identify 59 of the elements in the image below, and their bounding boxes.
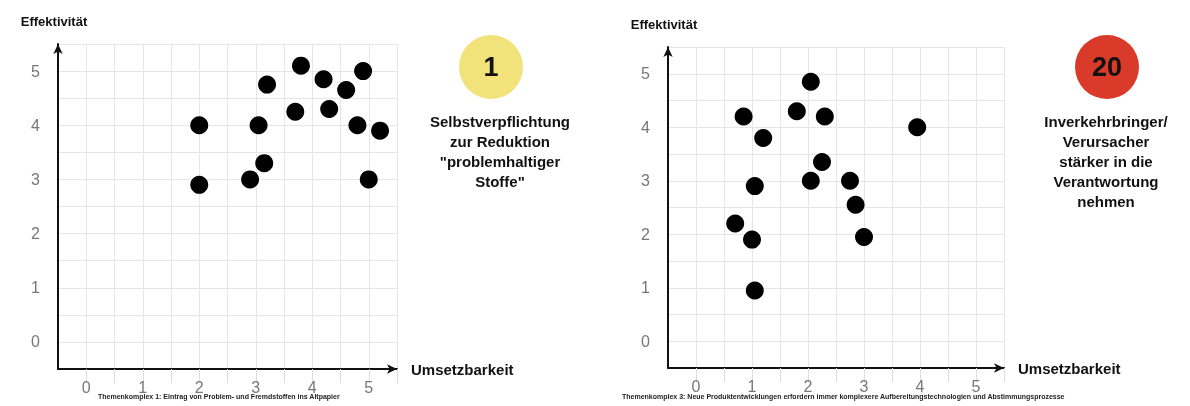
x-tick-label: 0 [81, 378, 91, 396]
point [841, 171, 859, 190]
point [249, 116, 268, 135]
point [291, 56, 310, 75]
y-axis-title: Effektivität [630, 17, 698, 32]
x-axis-title: Umsetzbarkeit [1018, 359, 1121, 377]
point [743, 230, 761, 249]
y-tick-label: 4 [641, 118, 651, 136]
y-axis-title: Effektivität [20, 14, 88, 29]
point [726, 214, 745, 233]
point [241, 170, 260, 189]
x-tick-label: 4 [915, 377, 925, 395]
point [337, 81, 356, 100]
point [348, 116, 367, 135]
point [354, 62, 373, 81]
y-tick-label: 0 [641, 332, 651, 350]
point [813, 153, 831, 172]
x-tick-label: 0 [691, 377, 701, 395]
y-tick-label: 0 [31, 333, 41, 351]
circle-badge: 20 [1075, 35, 1139, 99]
point [801, 171, 820, 190]
point [745, 177, 764, 196]
x-tick-label: 5 [364, 378, 374, 396]
point [745, 281, 764, 300]
y-tick-label: 2 [641, 225, 651, 243]
point [855, 227, 873, 246]
point [314, 70, 333, 89]
y-tick-label: 5 [31, 62, 41, 80]
x-tick-label: 5 [971, 377, 981, 395]
point [190, 116, 209, 135]
point [801, 72, 820, 91]
x-tick-label: 2 [803, 377, 813, 395]
y-tick-label: 4 [31, 116, 41, 134]
y-tick-label: 5 [641, 65, 651, 83]
point [258, 75, 277, 94]
point [359, 170, 378, 189]
point [815, 107, 834, 126]
text: Inverkehrbringer/ Verursacher stärker in die Verantwortung nehmen [1043, 112, 1169, 212]
point [734, 107, 753, 126]
point [320, 100, 339, 118]
point [255, 154, 274, 173]
x-axis-title: Umsetzbarkeit [411, 360, 514, 378]
y-tick-label: 2 [31, 225, 41, 243]
x-tick-label: 1 [747, 377, 757, 395]
point [787, 102, 806, 121]
point [908, 118, 927, 137]
circle-badge: 1 [459, 35, 523, 99]
y-tick-label: 3 [641, 172, 651, 190]
text: Selbstverpflichtung zur Reduktion "problemhaltiger Stoffe" [429, 112, 571, 192]
point [371, 121, 390, 140]
x-tick-label: 2 [194, 378, 204, 396]
y-tick-label: 1 [31, 279, 41, 297]
y-tick-label: 1 [641, 279, 651, 297]
point [754, 128, 773, 147]
y-tick-label: 3 [31, 170, 41, 188]
point [190, 175, 209, 194]
point [846, 195, 865, 214]
x-tick-label: 3 [859, 377, 869, 395]
point [286, 102, 305, 121]
